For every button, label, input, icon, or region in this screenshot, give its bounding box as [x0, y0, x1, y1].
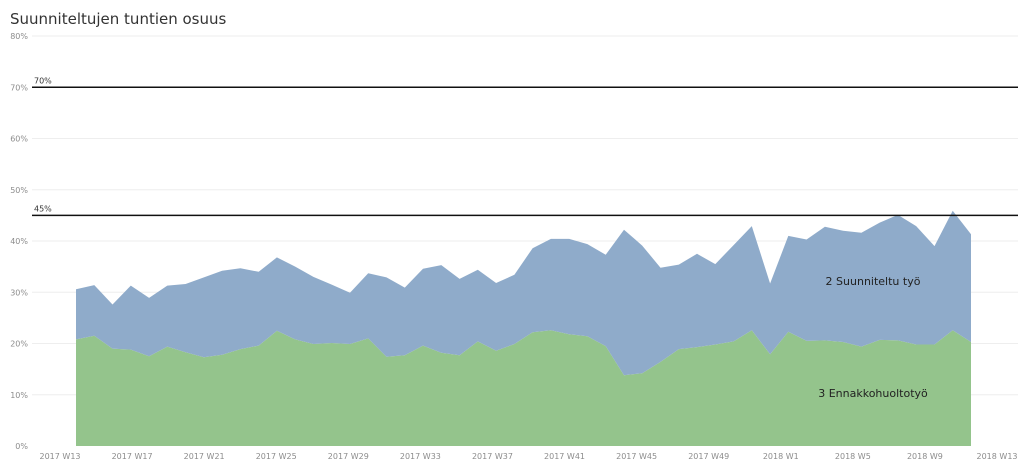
y-tick-label: 60%	[10, 135, 28, 144]
x-tick-label: 2017 W41	[544, 452, 585, 461]
x-tick-label: 2018 W1	[763, 452, 799, 461]
y-tick-label: 20%	[10, 340, 28, 349]
reference-line-label: 70%	[34, 76, 52, 85]
area-series[interactable]	[76, 210, 971, 446]
reference-line-label: 45%	[34, 204, 52, 213]
x-tick-label: 2017 W45	[616, 452, 657, 461]
y-tick-label: 80%	[10, 32, 28, 41]
series-label: 2 Suunniteltu työ	[826, 275, 921, 288]
x-tick-label: 2017 W49	[688, 452, 729, 461]
series-label: 3 Ennakkohuoltotyö	[818, 387, 928, 400]
y-tick-label: 30%	[10, 288, 28, 297]
chart-title: Suunniteltujen tuntien osuus	[10, 10, 227, 28]
y-tick-label: 50%	[10, 186, 28, 195]
x-tick-label: 2017 W37	[472, 452, 513, 461]
series-labels: 3 Ennakkohuoltotyö 2 Suunniteltu työ	[818, 275, 928, 400]
y-tick-label: 40%	[10, 237, 28, 246]
y-tick-label: 0%	[15, 442, 28, 451]
area-suunniteltu-tyo[interactable]	[76, 210, 971, 376]
x-tick-label: 2017 W33	[400, 452, 441, 461]
x-tick-label: 2017 W29	[328, 452, 369, 461]
x-tick-label: 2017 W25	[256, 452, 297, 461]
x-tick-label: 2017 W13	[40, 452, 81, 461]
reference-lines: 70% 45%	[32, 76, 1018, 217]
y-tick-label: 10%	[10, 391, 28, 400]
x-tick-label: 2018 W5	[835, 452, 871, 461]
x-tick-label: 2017 W17	[112, 452, 153, 461]
x-tick-label: 2018 W9	[907, 452, 943, 461]
y-tick-label: 70%	[10, 83, 28, 92]
x-tick-label: 2017 W21	[184, 452, 225, 461]
axis-ticks: 0% 10% 20% 30% 40% 50% 60% 70% 80% 2017 W13 2017 W…	[10, 32, 1017, 461]
area-ennakkohuoltotyo[interactable]	[76, 330, 971, 446]
x-tick-label: 2018 W13	[977, 452, 1018, 461]
